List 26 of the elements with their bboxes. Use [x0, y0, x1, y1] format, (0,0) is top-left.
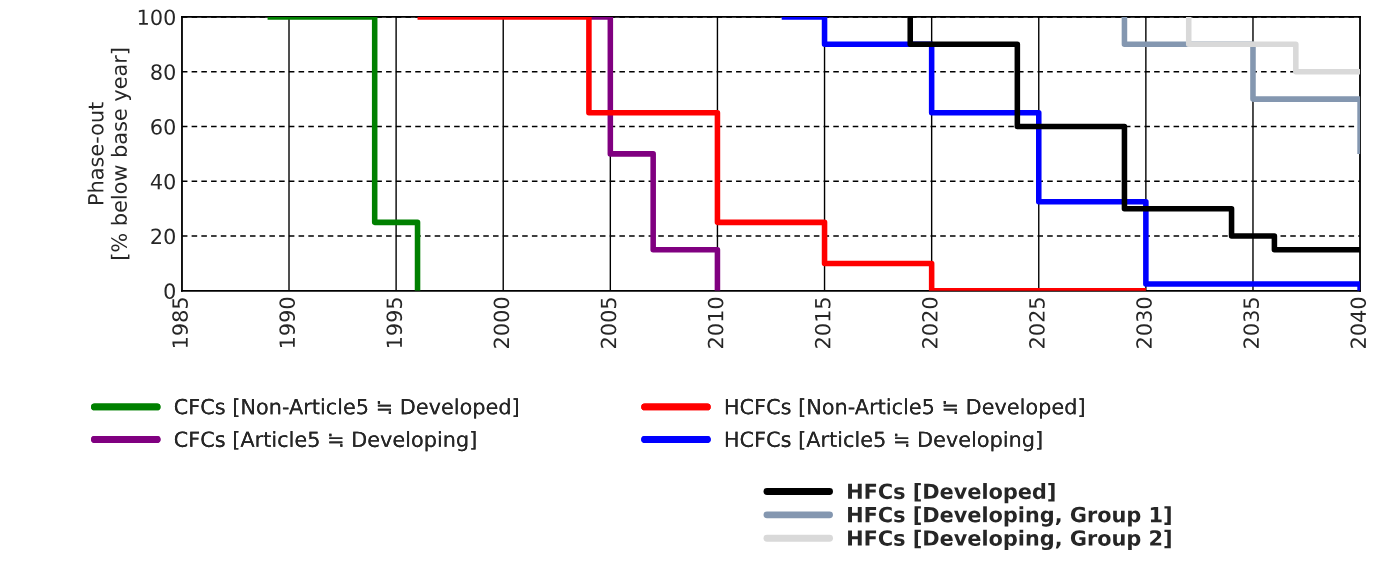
- legend-label: HCFCs [Article5 ≒ Developing]: [725, 431, 1042, 452]
- x-tick-label: 2010: [707, 297, 724, 348]
- x-tick-label: 2040: [1350, 297, 1367, 348]
- y-tick-label: 0: [164, 283, 175, 300]
- x-tick-label: 2035: [1243, 298, 1260, 348]
- legend-label: HCFCs [Non-Article5 ≒ Developed]: [725, 398, 1084, 419]
- y-tick-label: 40: [150, 173, 175, 190]
- x-tick-label: 1990: [279, 297, 296, 348]
- legend-label: HFCs [Developed]: [848, 483, 1055, 504]
- y-tick-label: 20: [151, 228, 175, 245]
- y-tick-label: 80: [151, 64, 175, 80]
- x-tick-label: 2020: [921, 297, 938, 348]
- x-tick-label: 2025: [1029, 298, 1045, 348]
- y-tick-label: 60: [151, 118, 175, 135]
- legend-label: HFCs [Developing, Group 1]: [848, 506, 1171, 527]
- x-tick-label: 2030: [1136, 297, 1152, 348]
- x-tick-label: 1985: [172, 298, 188, 348]
- x-tick-label: 2015: [814, 298, 831, 348]
- y-axis-title: Phase-out [% below base year]: [87, 48, 132, 259]
- x-tick-label: 2000: [493, 297, 510, 348]
- x-tick-label: 1995: [386, 298, 403, 348]
- legend-label: HFCs [Developing, Group 2]: [848, 529, 1171, 551]
- x-tick-label: 2005: [600, 298, 617, 348]
- legend-label: CFCs [Article5 ≒ Developing]: [174, 431, 476, 452]
- legend-label: CFCs [Non-Article5 ≒ Developed]: [174, 398, 518, 419]
- y-tick-label: 100: [138, 9, 175, 26]
